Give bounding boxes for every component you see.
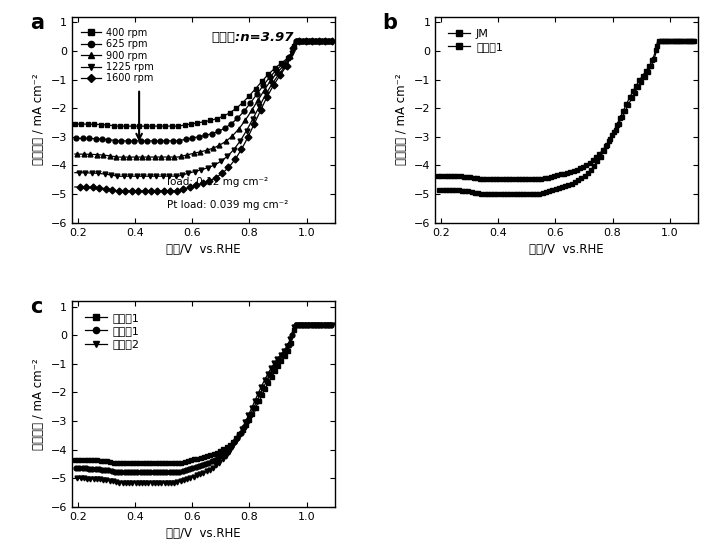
Text: Pt load: 0.039 mg cm⁻²: Pt load: 0.039 mg cm⁻² bbox=[167, 200, 288, 210]
Y-axis label: 电流密度 / mA cm⁻²: 电流密度 / mA cm⁻² bbox=[32, 74, 45, 165]
X-axis label: 电势/V  vs.RHE: 电势/V vs.RHE bbox=[166, 527, 241, 540]
Legend: 实施例1, 对照例1, 对照例2: 实施例1, 对照例1, 对照例2 bbox=[83, 311, 142, 351]
Text: load: 0.12 mg cm⁻²: load: 0.12 mg cm⁻² bbox=[167, 177, 268, 187]
Y-axis label: 电流密度 / mA cm⁻²: 电流密度 / mA cm⁻² bbox=[395, 74, 408, 165]
Legend: JM, 实施例1: JM, 实施例1 bbox=[446, 26, 505, 54]
X-axis label: 电势/V  vs.RHE: 电势/V vs.RHE bbox=[166, 243, 241, 256]
Y-axis label: 电流密度 / mA cm⁻²: 电流密度 / mA cm⁻² bbox=[32, 358, 45, 449]
Text: 电子数:n=3.97: 电子数:n=3.97 bbox=[212, 31, 294, 44]
Legend: 400 rpm, 625 rpm, 900 rpm, 1225 rpm, 1600 rpm: 400 rpm, 625 rpm, 900 rpm, 1225 rpm, 160… bbox=[79, 26, 156, 85]
Text: c: c bbox=[30, 297, 42, 317]
Text: a: a bbox=[30, 13, 44, 33]
X-axis label: 电势/V  vs.RHE: 电势/V vs.RHE bbox=[529, 243, 604, 256]
Text: b: b bbox=[382, 13, 397, 33]
